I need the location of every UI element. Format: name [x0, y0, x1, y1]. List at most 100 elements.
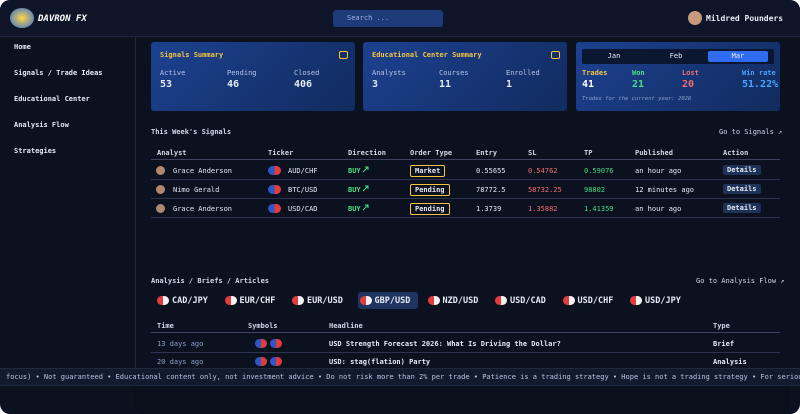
column-header: Direction: [348, 149, 386, 157]
details-button[interactable]: Details: [723, 165, 761, 175]
flag: [255, 339, 267, 348]
row-divider: [151, 352, 780, 353]
pair-chip[interactable]: USD/JPY: [628, 292, 684, 309]
column-header: TP: [584, 149, 593, 157]
pair-label: NZD/USD: [442, 296, 479, 306]
section-link[interactable]: Go to Analysis Flow ↗: [696, 277, 785, 285]
stat-label: Enrolled: [506, 69, 540, 77]
search-box[interactable]: Search ...: [333, 10, 443, 27]
pair-label: USD/CHF: [577, 296, 614, 306]
cell: 98802: [584, 186, 606, 194]
stat-label: Active: [160, 69, 186, 77]
cell: AUD/CHF: [288, 167, 318, 175]
column-header: Symbols: [248, 322, 278, 330]
pair-chip[interactable]: EUR/USD: [290, 292, 346, 309]
flag: [268, 166, 281, 175]
month-tab[interactable]: Jan: [607, 52, 621, 60]
sidebar: [0, 37, 136, 397]
search-placeholder: Search ...: [347, 14, 390, 22]
column-header: Entry: [476, 149, 498, 157]
cell: Brief: [713, 340, 735, 348]
pair-label: USD/JPY: [645, 296, 681, 306]
pair-chip[interactable]: USD/CAD: [493, 292, 549, 309]
cell: 13 days ago: [157, 340, 204, 348]
stat-value: 46: [227, 79, 240, 90]
cell: 1.35882: [528, 205, 558, 213]
arrow-icon: [362, 204, 369, 211]
direction-arrow: [362, 166, 369, 175]
column-header: Headline: [329, 322, 363, 330]
sidebar-item[interactable]: Signals / Trade Ideas: [14, 69, 103, 77]
pair-label: EUR/USD: [307, 296, 343, 306]
cell: USD/CAD: [288, 205, 318, 213]
pair-chip[interactable]: USD/CHF: [561, 292, 617, 309]
details-button[interactable]: Details: [723, 203, 761, 213]
column-header: Order Type: [410, 149, 453, 157]
summary-card: Educational Center Summary Analysts 3 Cours…: [363, 42, 567, 111]
flag: [427, 296, 440, 305]
cell: Nimo Gerald: [173, 186, 220, 194]
monthly-card: Jan Feb Mar Trades 41 Won 21 Lost 20 Win rate 51.2…: [576, 42, 780, 111]
footer-band: [133, 386, 790, 414]
cell: 1.41359: [584, 205, 614, 213]
cell: 78772.5: [476, 186, 506, 194]
flag: [268, 204, 281, 213]
details-button[interactable]: Details: [723, 184, 761, 194]
ticker-text: focus) • Not guaranteed • Educational co…: [6, 373, 800, 381]
cell: BUY: [348, 167, 361, 175]
stat-label: Win rate: [742, 69, 776, 77]
flag: [630, 296, 642, 305]
headline[interactable]: USD: stag(flation) Party: [329, 358, 431, 366]
flag: [224, 296, 237, 305]
order-type-badge: Market: [410, 165, 446, 177]
arrow-icon: [362, 166, 369, 173]
pair-chip[interactable]: CAD/JPY: [155, 292, 211, 309]
pair-chip[interactable]: NZD/USD: [426, 292, 482, 309]
stat-value: 21: [632, 79, 645, 90]
cell: 58732.25: [528, 186, 562, 194]
card-icon: [551, 51, 560, 59]
pair-chip[interactable]: GBP/USD: [357, 292, 418, 309]
flag: [255, 357, 267, 366]
column-header: Analyst: [157, 149, 187, 157]
pair-label: USD/CAD: [510, 296, 546, 306]
month-tab[interactable]: Feb: [669, 52, 683, 60]
avatar: [156, 204, 165, 213]
column-header: Type: [713, 322, 730, 330]
cell: BUY: [348, 205, 361, 213]
cell: BUY: [348, 186, 361, 194]
stat-value: 53: [160, 79, 173, 90]
stat-label: Closed: [294, 69, 320, 77]
sidebar-item[interactable]: Home: [14, 43, 31, 51]
flag: [495, 296, 507, 305]
flag: [157, 296, 169, 305]
cell: Grace Anderson: [173, 205, 233, 213]
summary-card: Signals Summary Active 53 Pending 46 Closed 40…: [151, 42, 355, 111]
table-line: [151, 332, 780, 333]
arrow-icon: [362, 185, 369, 192]
sidebar-item[interactable]: Strategies: [14, 147, 57, 155]
stat-label: Won: [632, 69, 645, 77]
column-header: Time: [157, 322, 174, 330]
cell: 0.59076: [584, 167, 614, 175]
stat-label: Analysts: [372, 69, 406, 77]
flag: [270, 357, 282, 366]
section-link[interactable]: Go to Signals ↗: [719, 128, 783, 136]
pair-label: GBP/USD: [374, 296, 411, 306]
order-type-badge: Pending: [410, 184, 450, 196]
headline[interactable]: USD Strength Forecast 2026: What Is Driv…: [329, 340, 561, 348]
pair-label: CAD/JPY: [172, 296, 208, 306]
cell: an hour ago: [635, 205, 682, 213]
card-title: Signals Summary: [160, 51, 224, 59]
sidebar-item[interactable]: Educational Center: [14, 95, 90, 103]
card-note: Trades for the current year: 2026: [582, 96, 692, 102]
avatar: [156, 166, 165, 175]
cell: an hour ago: [635, 167, 682, 175]
column-header: Action: [723, 149, 749, 157]
sidebar-item[interactable]: Analysis Flow: [14, 121, 69, 129]
cell: 12 minutes ago: [635, 186, 695, 194]
month-tab[interactable]: Mar: [708, 51, 768, 62]
pair-chip[interactable]: EUR/CHF: [223, 292, 279, 309]
table-line: [151, 159, 780, 160]
